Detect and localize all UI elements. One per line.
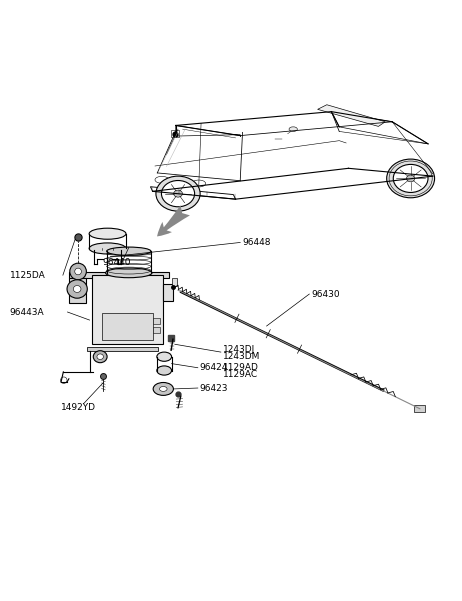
Ellipse shape: [393, 165, 428, 192]
Text: 1243DJ: 1243DJ: [223, 345, 255, 354]
Circle shape: [61, 377, 67, 383]
Ellipse shape: [97, 354, 103, 359]
Text: 1492YD: 1492YD: [61, 403, 96, 412]
Ellipse shape: [153, 382, 173, 395]
Ellipse shape: [105, 268, 152, 278]
Text: 96448: 96448: [243, 238, 271, 247]
Text: 96424: 96424: [200, 363, 228, 372]
Ellipse shape: [70, 263, 86, 280]
Text: 1129AD: 1129AD: [223, 363, 259, 372]
Ellipse shape: [75, 268, 81, 275]
Bar: [163, 284, 173, 302]
Text: 1129AC: 1129AC: [223, 370, 258, 379]
Ellipse shape: [73, 285, 81, 293]
Bar: [153, 327, 159, 333]
Text: 96423: 96423: [200, 383, 228, 392]
Bar: [153, 318, 159, 323]
Bar: [87, 347, 158, 351]
Ellipse shape: [174, 190, 182, 197]
Ellipse shape: [89, 243, 126, 254]
Ellipse shape: [67, 280, 87, 298]
Text: 96430: 96430: [311, 290, 340, 299]
Ellipse shape: [157, 352, 171, 361]
Bar: [171, 278, 177, 287]
Text: 1125DA: 1125DA: [10, 270, 46, 279]
Ellipse shape: [387, 159, 435, 198]
Bar: [92, 275, 163, 344]
Bar: [414, 405, 426, 412]
Ellipse shape: [157, 366, 171, 375]
Bar: [102, 313, 153, 340]
Text: 96443A: 96443A: [9, 308, 43, 317]
Bar: [69, 272, 169, 278]
Ellipse shape: [289, 127, 298, 132]
Ellipse shape: [156, 176, 200, 211]
Ellipse shape: [161, 180, 195, 207]
Ellipse shape: [89, 228, 126, 239]
Ellipse shape: [159, 386, 167, 391]
Text: 1243DM: 1243DM: [223, 352, 260, 361]
Text: 96440: 96440: [102, 258, 131, 267]
Ellipse shape: [93, 351, 107, 362]
Ellipse shape: [107, 247, 151, 255]
Bar: [69, 278, 86, 304]
Polygon shape: [317, 105, 385, 126]
Bar: [170, 130, 179, 138]
Ellipse shape: [407, 175, 415, 182]
